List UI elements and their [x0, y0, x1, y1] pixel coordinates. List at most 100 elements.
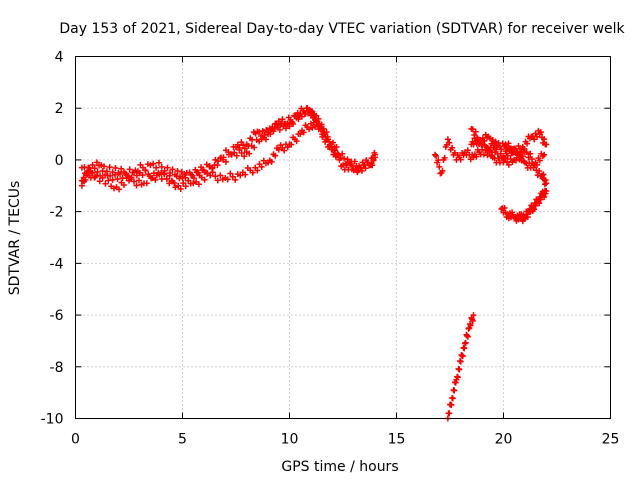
data-point [307, 120, 314, 127]
data-point [459, 353, 466, 360]
data-point [358, 167, 365, 174]
series-track-c [78, 105, 340, 189]
data-point [527, 150, 534, 157]
y-tick-label: 2 [55, 101, 64, 117]
data-point [537, 196, 544, 203]
data-point [321, 129, 328, 136]
data-point [238, 139, 245, 146]
y-tick-label: -2 [50, 205, 64, 221]
data-point [240, 142, 247, 149]
data-point [464, 147, 471, 154]
data-point [231, 149, 238, 156]
data-point [164, 164, 171, 171]
data-point [182, 183, 189, 190]
data-point [188, 171, 195, 178]
data-point [268, 158, 275, 165]
data-point [360, 162, 367, 169]
series-track-h [444, 312, 477, 422]
data-point [324, 133, 331, 140]
data-point [543, 141, 550, 148]
data-point [232, 176, 239, 183]
data-point [521, 145, 528, 152]
data-point [341, 155, 348, 162]
data-point [449, 144, 456, 151]
data-point [309, 108, 316, 115]
data-point [502, 141, 509, 148]
data-point [505, 140, 512, 147]
data-point [310, 119, 317, 126]
x-tick-label: 5 [178, 432, 187, 448]
data-point [201, 176, 208, 183]
data-point [504, 158, 511, 165]
x-tick-label: 25 [602, 432, 620, 448]
data-point [85, 164, 92, 171]
data-point [271, 125, 278, 132]
data-point [533, 167, 540, 174]
data-point [172, 171, 179, 178]
data-point [91, 165, 98, 172]
data-point [449, 395, 456, 402]
data-point [152, 176, 159, 183]
data-point [507, 155, 514, 162]
data-point [115, 169, 122, 176]
data-point [464, 333, 471, 340]
data-point [306, 126, 313, 133]
data-point [258, 163, 265, 170]
data-point [233, 152, 240, 159]
data-point [209, 165, 216, 172]
data-point [246, 150, 253, 157]
data-point [158, 163, 165, 170]
x-tick-label: 0 [71, 432, 80, 448]
data-point [497, 150, 504, 157]
data-point [295, 116, 302, 123]
data-point [501, 154, 508, 161]
data-point [451, 387, 458, 394]
series-track-g [498, 187, 550, 225]
data-point [99, 174, 106, 181]
data-point [339, 150, 346, 157]
data-point [519, 153, 526, 160]
data-point [309, 124, 316, 131]
data-point [229, 173, 236, 180]
data-point [448, 401, 455, 408]
data-point [89, 162, 96, 169]
data-point [524, 140, 531, 147]
data-point [454, 374, 461, 381]
data-point [369, 162, 376, 169]
data-point [193, 169, 200, 176]
data-point [531, 162, 538, 169]
data-point [185, 177, 192, 184]
data-point [293, 138, 300, 145]
y-tick-label: -6 [50, 308, 64, 324]
data-point [134, 168, 141, 175]
data-point [476, 141, 483, 148]
data-point [330, 151, 337, 158]
y-axis-label: SDTVAR / TECUs [7, 181, 23, 296]
data-point [267, 131, 274, 138]
x-tick-label: 10 [281, 432, 299, 448]
data-point [103, 168, 110, 175]
data-point [296, 112, 303, 119]
grid [75, 56, 611, 419]
data-point [78, 182, 85, 189]
data-point [163, 175, 170, 182]
data-point [493, 146, 500, 153]
data-point [254, 167, 261, 174]
data-point [543, 180, 550, 187]
data-point [275, 146, 282, 153]
data-point [357, 164, 364, 171]
data-point [126, 166, 133, 173]
data-point [471, 135, 478, 142]
data-point [353, 162, 360, 169]
data-point [362, 165, 369, 172]
data-point [281, 147, 288, 154]
data-point [139, 172, 146, 179]
data-point [207, 172, 214, 179]
data-point [96, 178, 103, 185]
data-point [477, 137, 484, 144]
data-point [370, 157, 377, 164]
x-tick-label: 20 [495, 432, 513, 448]
data-point [470, 154, 477, 161]
data-point [167, 170, 174, 177]
